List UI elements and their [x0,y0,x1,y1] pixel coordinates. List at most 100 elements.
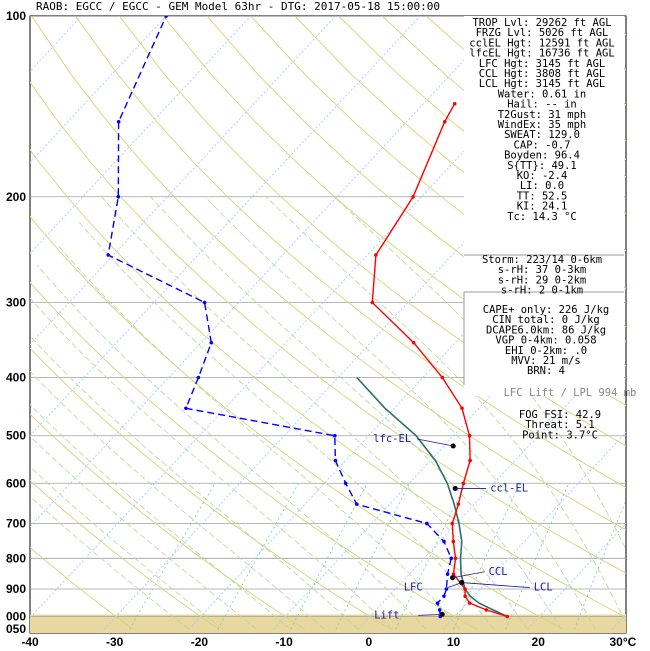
moist-adiabat-line [30,335,359,630]
stability-value: Tc: 14.3 °C [507,211,577,223]
y-tick-label: 400 [6,371,26,385]
x-tick-label: -10 [275,635,293,649]
mixing-ratio-line [217,483,299,630]
annotation-label: LCL [534,582,553,594]
temperature-point [370,300,375,305]
dry-adiabat-line [645,16,650,629]
dewpoint-point [437,608,442,612]
dewpoint-point [444,587,449,591]
mixing-ratio-line [453,483,521,630]
cape-value: EHI 0-2km: .0 [505,345,587,357]
isotherm-line [30,16,421,437]
stability-value: CCL Hgt: 3808 ft AGL [479,68,605,80]
cape-value: MVV: 21 m/s [511,355,581,367]
temperature-point [505,614,510,619]
mixing-ratio-line [335,483,411,630]
stability-value: Water: 0.61 in [498,88,587,100]
isotherm-line [30,16,167,164]
dewpoint-point [343,481,348,486]
y-tick-label: 500 [6,429,26,443]
cape-value: DCAPE6.0km: 86 J/kg [486,324,606,336]
stability-value: Boyden: 96.4 [504,150,580,162]
dry-adiabat-line [30,81,626,574]
dewpoint-point [442,594,446,598]
dry-adiabat-line [30,347,391,630]
stability-value: TROP Lvl: 29262 ft AGL [472,17,611,29]
annotation-leader [447,582,462,588]
temperature-point [456,502,461,506]
moist-adiabat-line [101,196,528,630]
moist-adiabat-line [30,297,393,630]
annotation-label: CCL [489,566,508,578]
annotation-leader [461,582,530,588]
dewpoint-point [445,572,450,576]
moist-adiabat-line [56,244,461,630]
temperature-point [468,458,472,463]
y-tick-label: 100 [6,9,26,23]
temperature-point [451,539,456,544]
temperature-point [453,556,458,561]
storm-value: Storm: 223/14 0-6km [482,254,602,266]
x-tick-label: 20 [532,635,546,649]
x-tick-label: 30°C [609,635,636,649]
stability-value: S{TT}: 49.1 [507,160,577,172]
panel-footer: LFC Lift / LPL 994 mb [504,387,637,399]
annotation-leader [452,571,485,579]
cape-value: BRN: 4 [527,365,565,377]
y-tick-label: 000 [6,610,26,624]
fog-value: Point: 3.7°C [522,429,598,441]
stability-value: lfcEL Hgt: 16736 ft AGL [469,48,614,60]
chart-title: RAOB: EGCC / EGCC - GEM Model 63hr - DTG… [36,0,440,13]
isotherm-line [30,16,506,528]
dry-adiabat-line [75,16,626,489]
temperature-point [411,340,416,345]
isotherm-line [30,16,336,346]
x-tick-label: -20 [191,635,209,649]
temperature-point [484,608,489,612]
cape-value: CIN total: 0 J/kg [492,314,599,326]
dry-adiabat-line [30,479,220,630]
dewpoint-point [354,502,359,506]
mixing-ratio-line [574,499,626,630]
annotation-label: lfc-EL [373,433,411,445]
stability-value: KO: -2.4 [517,170,568,182]
annotation-leader [417,438,454,447]
isotherm-line [30,16,252,255]
stability-value: WindEx: 35 mph [498,119,587,131]
dry-adiabat-line [30,281,477,630]
dewpoint-point [202,300,207,305]
dry-adiabat-line [30,546,134,630]
temperature-point [440,375,445,380]
annotation-leader [418,614,443,616]
dewpoint-point [164,16,168,18]
moist-adiabat-line [30,495,190,630]
moist-adiabat-line [150,196,562,630]
dry-adiabat-line [118,16,626,447]
temperature-point [461,481,466,486]
dry-adiabat-line [30,413,306,630]
dewpoint-point [333,433,337,438]
mixing-ratio-line [395,483,467,630]
moist-adiabat-line [204,196,596,630]
x-tick-label: 10 [447,635,461,649]
dewpoint-point [116,194,121,199]
dewpoint-point [209,340,214,345]
cape-value: VGP 0-4km: 0.058 [495,335,596,347]
storm-value: s-rH: 29 0-2km [498,274,587,286]
y-tick-label: 600 [6,476,26,490]
moist-adiabat-line [30,435,257,630]
stability-value: KI: 24.1 [517,201,568,213]
temperature-point [411,194,415,199]
dewpoint-point [442,539,446,544]
dry-adiabat-line [31,16,626,531]
annotation-label: LFC [404,582,423,594]
moist-adiabat-line [30,404,291,630]
storm-value: s-rH: 37 0-3km [498,264,587,276]
dewpoint-point [184,406,188,411]
info-panel-bg [464,16,624,396]
annotation-label: Lift [374,609,399,621]
